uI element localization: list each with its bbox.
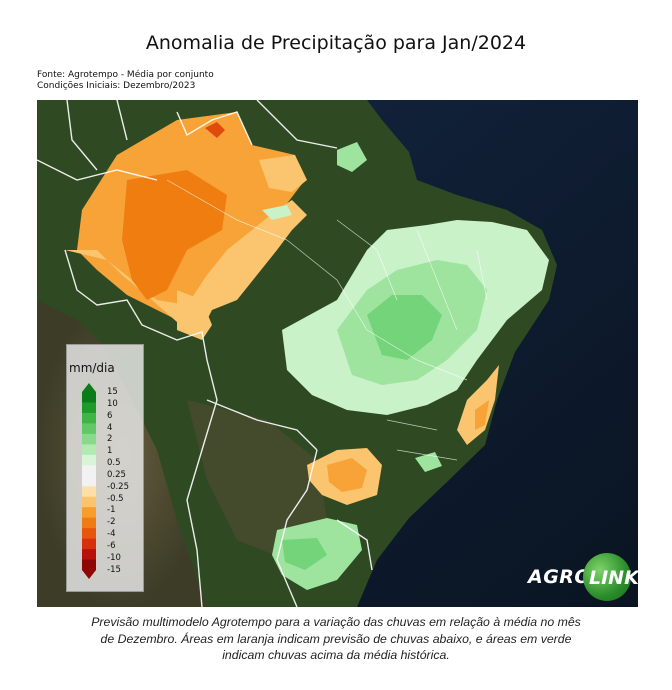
legend-tick-label: 4	[107, 422, 113, 433]
colorbar-block	[82, 475, 96, 487]
dry-area-south-amazon	[177, 290, 212, 340]
colorbar-block	[82, 507, 96, 518]
wet-area-south-dark	[282, 538, 327, 570]
colorbar-block	[82, 392, 96, 403]
legend-title: mm/dia	[69, 361, 115, 375]
legend-tick-label: 0.5	[107, 458, 121, 469]
legend-tick-label: 0.25	[107, 469, 126, 480]
legend-tick-label: -0.5	[107, 493, 124, 504]
initial-conditions-line: Condições Iniciais: Dezembro/2023	[37, 81, 196, 91]
legend-tick-label: -4	[107, 529, 116, 540]
chaco-region	[187, 400, 327, 560]
legend-tick-label: -1	[107, 505, 116, 516]
source-info: Fonte: Agrotempo - Média por conjunto Co…	[37, 70, 214, 92]
caption-line: Previsão multimodelo Agrotempo para a va…	[91, 615, 581, 629]
colorbar	[82, 383, 96, 579]
legend-tick-label: 6	[107, 410, 113, 421]
colorbar-block	[82, 412, 96, 424]
logo-text-agro: AGRO	[528, 566, 592, 588]
legend-tick-label: 10	[107, 398, 118, 409]
colorbar-block	[82, 496, 96, 508]
legend-tick-label: 2	[107, 434, 113, 445]
legend-tick-label: -6	[107, 541, 116, 552]
country-borders	[37, 100, 373, 607]
colorbar-block	[82, 444, 96, 456]
colorbar-block	[82, 433, 96, 445]
agrolink-logo: AGRO LINK	[526, 552, 639, 604]
legend-tick-label: -0.25	[107, 481, 129, 492]
colorbar-block	[82, 402, 96, 414]
colorbar-block	[82, 454, 96, 466]
dry-area-southeast-strong	[475, 400, 489, 430]
colorbar-block	[82, 465, 96, 477]
legend-tick-label: -10	[107, 552, 121, 563]
wet-area-amazon-spot	[262, 205, 292, 220]
colorbar-block	[82, 486, 96, 498]
logo-globe-icon: LINK	[583, 553, 639, 601]
dry-area-south-strong	[327, 458, 367, 492]
map-title: Anomalia de Precipitação para Jan/2024	[145, 32, 527, 54]
colorbar-block	[82, 549, 96, 560]
dry-area-roraima	[259, 155, 307, 192]
colorbar-block	[82, 538, 96, 550]
figure-caption: Previsão multimodelo Agrotempo para a va…	[20, 614, 652, 664]
logo-text-link: LINK	[589, 567, 639, 589]
legend-tick-label: 1	[107, 446, 113, 457]
source-line: Fonte: Agrotempo - Média por conjunto	[37, 70, 214, 80]
colorbar-legend: mm/dia 15 10 6 4 2 1 0.5 0.25 -0.25 -0.5 -1 -2 -4 -6-…	[66, 344, 144, 592]
colorbar-block	[82, 423, 96, 435]
colorbar-block	[82, 517, 96, 529]
legend-tick-label: -2	[107, 517, 116, 528]
caption-line: indicam chuvas acima da média histórica.	[222, 648, 450, 662]
wet-area-northeast	[337, 142, 367, 172]
state-borders	[166, 179, 488, 461]
dry-area-southeast-coast	[457, 365, 499, 445]
caption-line: de Dezembro. Áreas em laranja indicam pr…	[100, 631, 572, 646]
dry-area-strong	[122, 170, 227, 300]
wet-area-se-spot	[415, 452, 442, 472]
wet-area-core	[367, 295, 442, 360]
colorbar-block	[82, 528, 96, 539]
legend-tick-label: -15	[107, 564, 121, 575]
colorbar-block	[82, 559, 96, 571]
dry-area-red	[205, 122, 225, 138]
legend-tick-label: 15	[107, 387, 118, 397]
